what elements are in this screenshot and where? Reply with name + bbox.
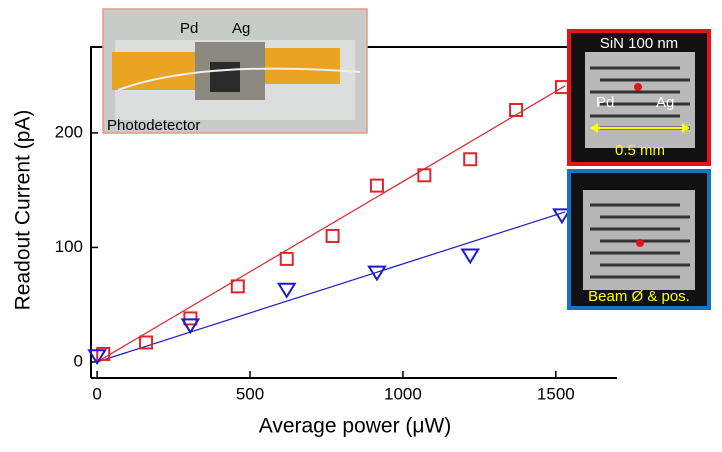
annotation: 0.5 mm bbox=[615, 142, 665, 159]
annotation: Photodetector bbox=[107, 117, 200, 134]
axes-frame bbox=[90, 46, 707, 379]
x-tick-label: 500 bbox=[236, 384, 264, 403]
data-point bbox=[369, 178, 384, 193]
x-tick-label: 0 bbox=[92, 384, 101, 403]
data-point bbox=[463, 152, 478, 167]
x-tick-label: 1000 bbox=[384, 384, 422, 403]
data-point bbox=[367, 265, 387, 282]
data-point bbox=[230, 279, 245, 294]
annotation: Ag bbox=[232, 20, 250, 37]
data-point bbox=[87, 349, 107, 366]
annotation: Pd bbox=[596, 94, 614, 111]
x-tick-label: 1500 bbox=[537, 384, 575, 403]
y-tick-label: 0 bbox=[74, 351, 83, 370]
photo-inset: Pd Ag Photodetector bbox=[102, 8, 368, 134]
x-axis-label: Average power (μW) bbox=[259, 415, 452, 438]
wire bbox=[117, 67, 361, 91]
data-point bbox=[460, 248, 480, 265]
annotation: Ag bbox=[656, 94, 674, 111]
data-point bbox=[552, 208, 572, 225]
y-tick-label: 200 bbox=[55, 122, 83, 141]
data-point bbox=[96, 346, 111, 361]
detector bbox=[210, 62, 240, 92]
annotation: SiN 100 nm bbox=[600, 35, 678, 52]
data-point bbox=[279, 251, 294, 266]
data-point bbox=[509, 102, 524, 117]
fit-line bbox=[96, 211, 566, 363]
y-tick-label: 100 bbox=[55, 237, 83, 256]
plot-area: 0 500 1000 1500 0 100 200 bbox=[55, 46, 707, 403]
data-point bbox=[417, 168, 432, 183]
y-axis-label: Readout Current (pA) bbox=[12, 110, 35, 311]
data-point bbox=[276, 282, 297, 299]
data-point bbox=[180, 318, 201, 335]
data-point bbox=[325, 228, 340, 243]
data-point bbox=[139, 335, 154, 350]
fit-line bbox=[96, 85, 566, 363]
sem-inset: SiN 100 nm Pd Ag 0.5 mm Beam Ø & pos. bbox=[567, 29, 711, 310]
annotation: Pd bbox=[180, 20, 198, 37]
annotation: Beam Ø & pos. bbox=[588, 288, 690, 305]
